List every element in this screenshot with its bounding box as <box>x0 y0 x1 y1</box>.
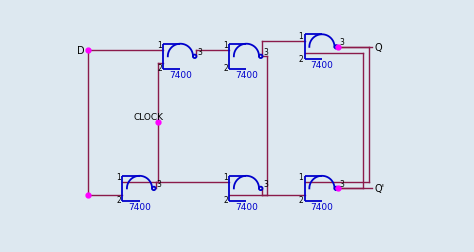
Text: 2: 2 <box>299 196 303 205</box>
Text: 7400: 7400 <box>128 202 151 211</box>
Text: 7400: 7400 <box>235 202 258 211</box>
Text: 7400: 7400 <box>310 61 333 70</box>
Text: 2: 2 <box>223 64 228 73</box>
Text: 7400: 7400 <box>310 202 333 211</box>
Text: 3: 3 <box>198 47 202 56</box>
Text: Q: Q <box>375 43 383 53</box>
Text: 1: 1 <box>223 173 228 182</box>
Text: 1: 1 <box>299 32 303 41</box>
Text: 2: 2 <box>223 196 228 205</box>
Text: Q': Q' <box>375 184 385 194</box>
Text: CLOCK: CLOCK <box>133 112 163 121</box>
Text: 7400: 7400 <box>169 71 192 79</box>
Text: 1: 1 <box>116 173 121 182</box>
Text: 3: 3 <box>264 179 269 188</box>
Text: 1: 1 <box>157 41 162 50</box>
Text: 3: 3 <box>339 179 344 188</box>
Text: 3: 3 <box>264 47 269 56</box>
Text: D: D <box>77 46 84 56</box>
Text: 2: 2 <box>116 196 121 205</box>
Text: 7400: 7400 <box>235 71 258 79</box>
Text: 1: 1 <box>223 41 228 50</box>
Text: 2: 2 <box>299 55 303 64</box>
Text: 3: 3 <box>157 179 162 188</box>
Text: 1: 1 <box>299 173 303 182</box>
Text: 2: 2 <box>157 64 162 73</box>
Text: 3: 3 <box>339 38 344 47</box>
